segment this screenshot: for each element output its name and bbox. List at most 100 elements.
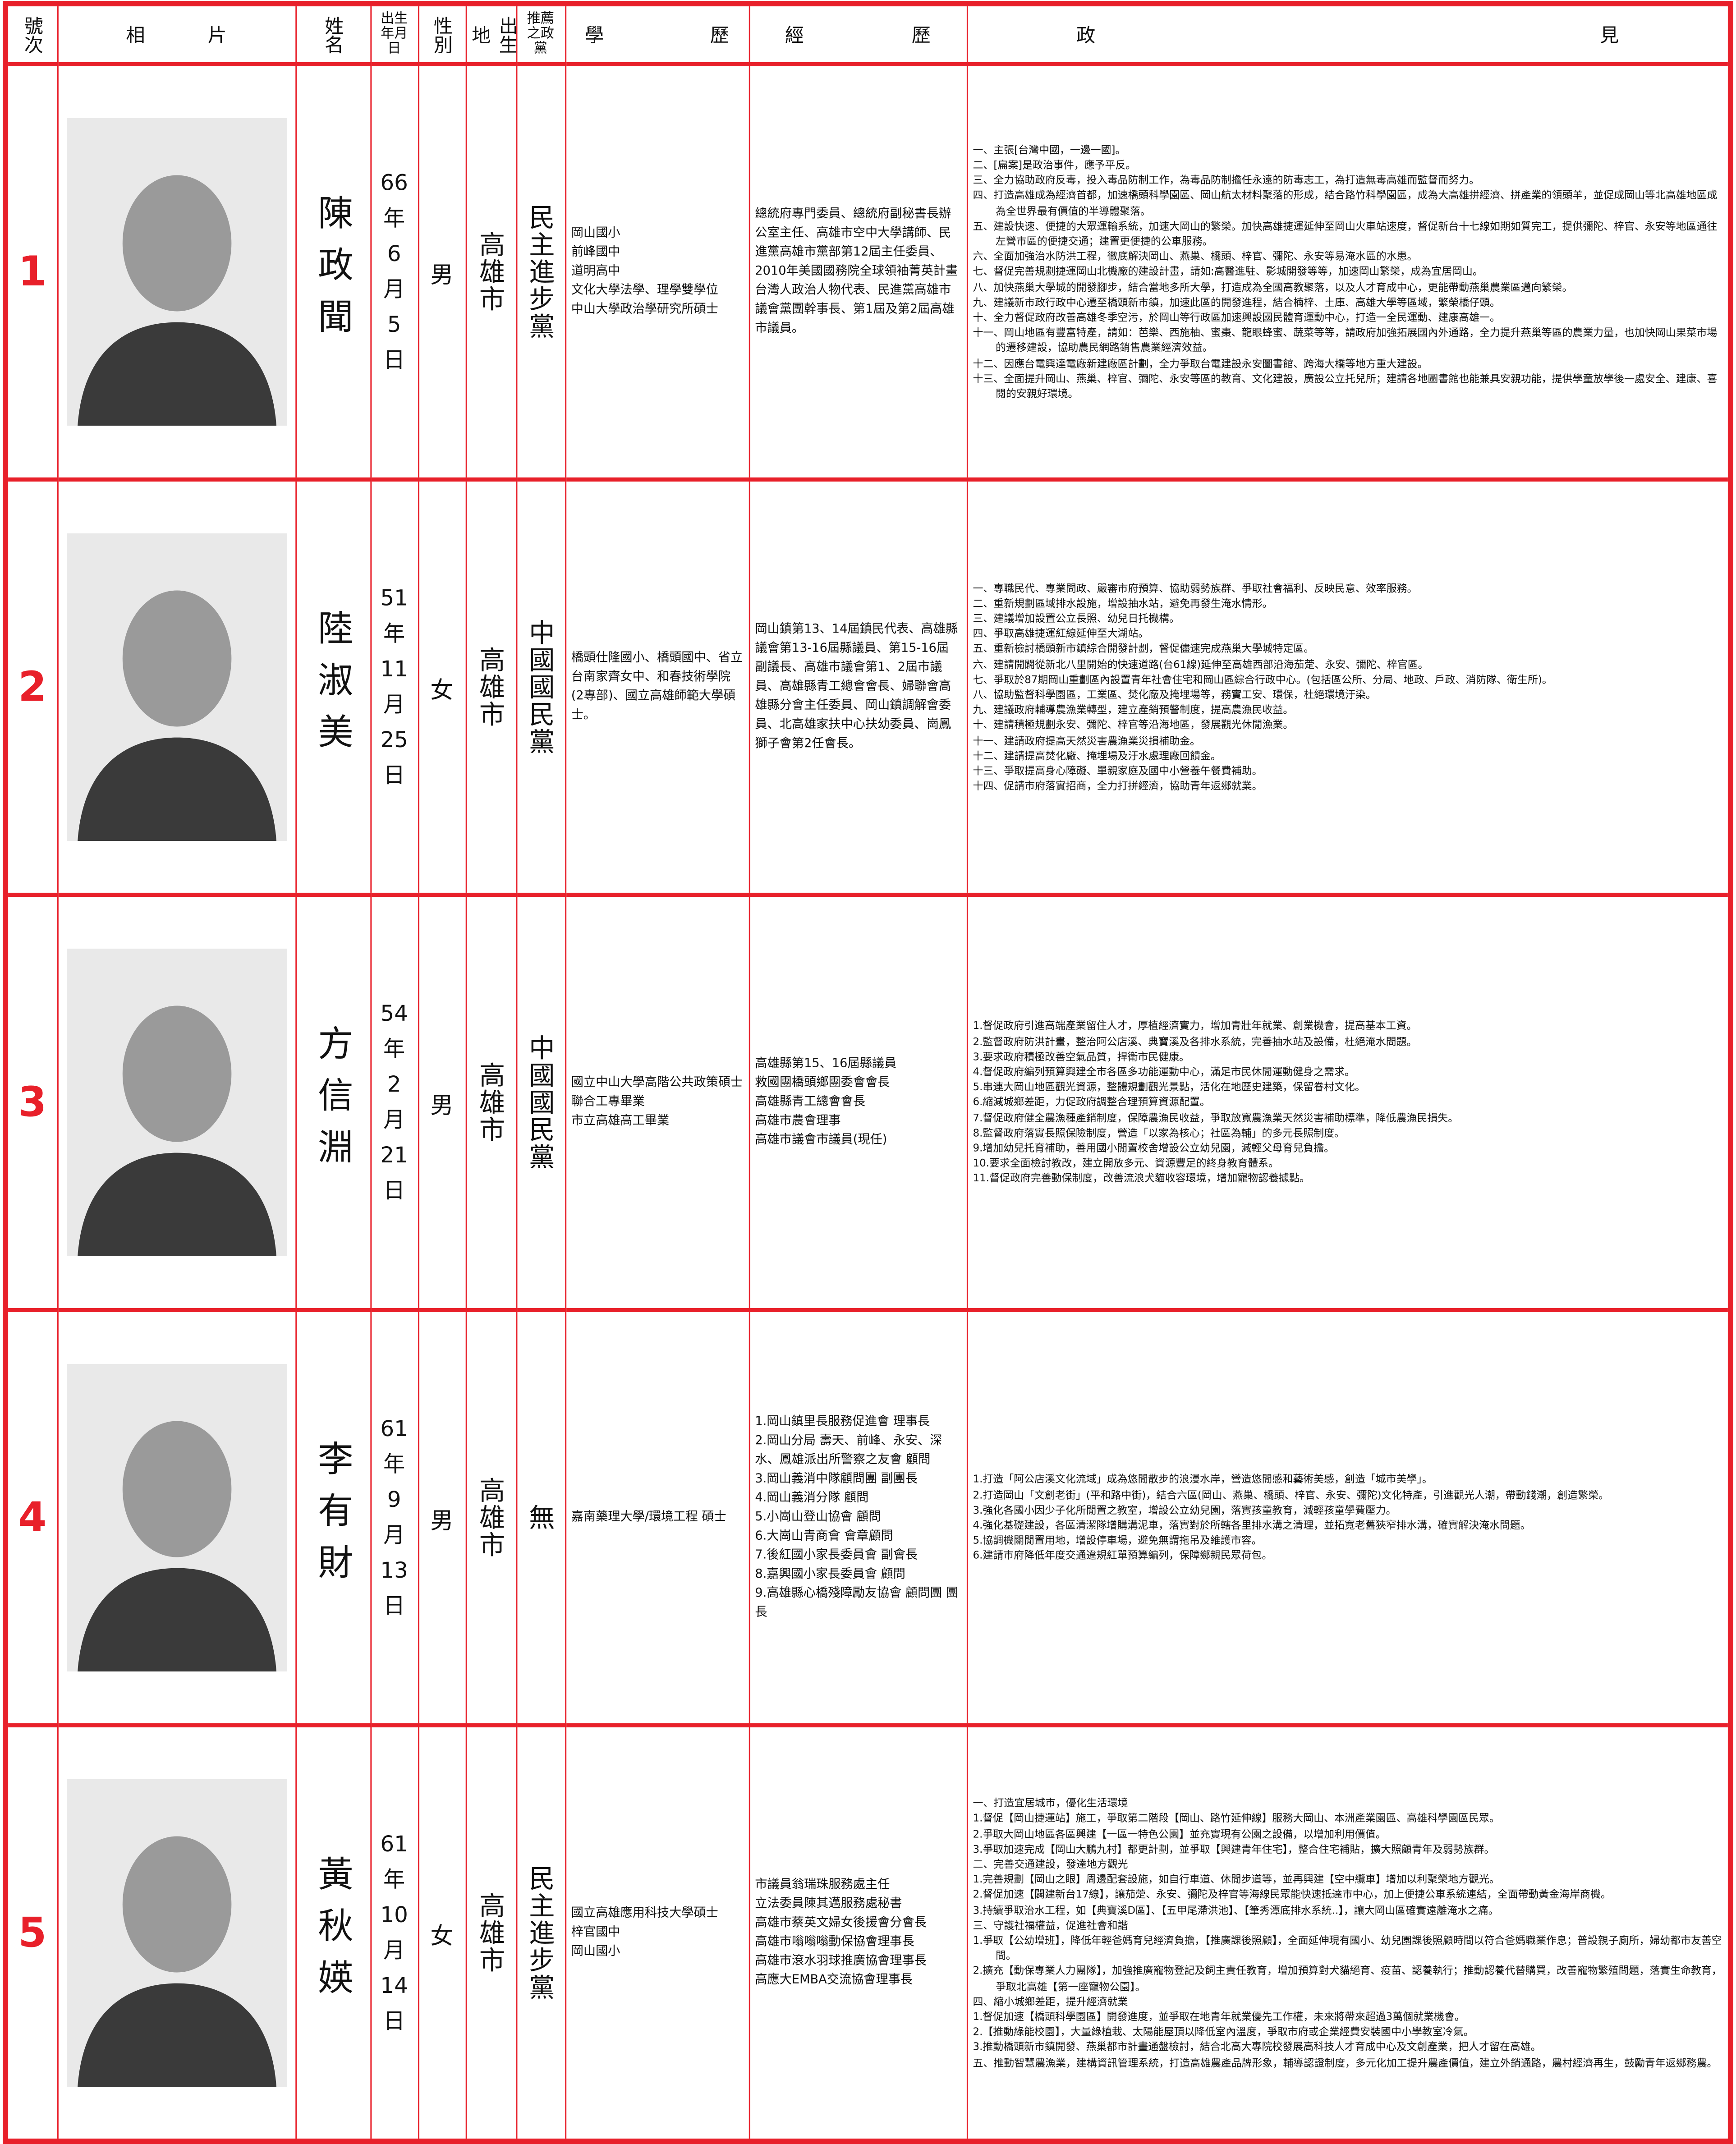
experience: 高雄縣第15、16屆縣議員 救國團橋頭鄉團委會會長 高雄縣青工總會會長 高雄市農會理事… (749, 1055, 965, 1150)
birth-cell: 51 年 11 月 25 日 (370, 479, 419, 897)
party-cell: 無 (516, 1310, 566, 1727)
header-label: 姓名 (322, 15, 344, 54)
birth-cell: 54 年 2 月 21 日 (370, 895, 419, 1312)
education-line: 道明高中 (571, 265, 620, 279)
platform-item: 三、建議增加設置公立長照、幼兒日托機構。 (973, 612, 1180, 624)
gender: 男 (430, 262, 454, 289)
platform-item: 八、加快燕巢大學城的開發腳步，結合當地多所大學，打造成為全國高教聚落，以及人才育… (973, 280, 1573, 294)
name-cell: 陸淑美 (295, 479, 371, 897)
header-label: 相片 (126, 24, 227, 47)
platform-item: 九、建議新市政行政中心遷至橋頭新市鎮，加速此區的開發進程，結合楠梓、土庫、高雄大… (973, 296, 1500, 308)
photo-cell (57, 1725, 296, 2144)
experience-cell: 岡山鎮第13、14屆鎮民代表、高雄縣議會第13-16屆縣議員、第15-16屆副議… (749, 479, 968, 897)
birthplace-cell: 高雄市 (465, 1725, 517, 2144)
platform-item: 5.串連大岡山地區觀光資源，整體規劃觀光景點，活化在地歷史建築，保留眷村文化。 (973, 1081, 1365, 1093)
birth-part: 月 (383, 275, 405, 302)
education: 國立高雄應用科技大學碩士 梓官國中 岡山國小 (566, 1905, 748, 1962)
birth-part: 年 (383, 1451, 405, 1477)
education-cell: 嘉南藥理大學/環境工程 碩士 (565, 1310, 750, 1727)
platform-item: 十一、建請政府提高天然災害農漁業災損補助金。 (973, 734, 1200, 747)
birthplace: 高雄市 (475, 1061, 505, 1143)
experience: 1.岡山鎮里長服務促進會 理事長 2.岡山分局 壽天、前峰、永安、深水、鳳雄派出所… (749, 1413, 965, 1622)
header-label: 政見 (1076, 24, 1619, 47)
header-cell: 相片 (57, 4, 296, 66)
platform: 1.打造「阿公店溪文化流域」成為悠閒散步的浪漫水岸，營造悠閒感和藝術美感，創造「… (967, 1472, 1727, 1563)
birth-part: 月 (383, 1106, 405, 1133)
header-cell: 號次 (5, 4, 58, 66)
birth-part: 61 (380, 1415, 408, 1442)
birth-part: 年 (383, 1035, 405, 1062)
platform-item: 2.擴充【動保專業人力團隊】，加強推廣寵物登記及飼主責任教育，增加預算對犬貓絕育… (973, 1965, 1722, 1992)
platform-item: 11.督促政府完善動保制度，改善流浪犬貓收容環境，增加寵物認養據點。 (973, 1172, 1310, 1185)
experience-line: 高雄縣青工總會會長 (755, 1095, 866, 1110)
birth-part: 14 (380, 1972, 408, 1998)
education-cell: 國立高雄應用科技大學碩士 梓官國中 岡山國小 (565, 1725, 750, 2144)
birth-date: 61 年 9 月 13 日 (371, 1411, 417, 1624)
platform-item: 2.監督政府防洪計畫，整治阿公店溪、典寶溪及各排水系統，完善抽水站及設備，杜絕淹… (973, 1035, 1417, 1047)
name-cell: 陳政聞 (295, 64, 371, 482)
experience-line: 5.小崗山登山協會 顧問 (755, 1510, 881, 1525)
experience-line: 高雄市滾水羽球推廣協會理事長 (755, 1955, 927, 1969)
header-cell: 經歷 (749, 4, 968, 66)
experience: 總統府專門委員、總統府副秘書長辦公室主任、高雄市空中大學講師、民進黨高雄市黨部第… (749, 205, 965, 339)
platform-item: 五、推動智慧農漁業，建構資訊管理系統，打造高雄農產品牌形象，輔導認證制度，多元化… (973, 2056, 1718, 2069)
header-label: 學歷 (584, 24, 729, 47)
birthplace: 高雄市 (475, 646, 505, 728)
platform-item: 7.督促政府健全農漁種產銷制度，保障農漁民收益，爭取放寬農漁業天然災害補助標準，… (973, 1111, 1459, 1124)
gender: 女 (430, 677, 454, 704)
candidate-name: 李有財 (312, 1440, 353, 1596)
birth-part: 61 (380, 1831, 408, 1857)
platform-item: 九、建議政府輔導農漁業轉型，建立產銷預警制度，提高農漁民收益。 (973, 703, 1294, 716)
party: 中國國民黨 (525, 619, 555, 755)
experience-line: 市議員翁瑞珠服務處主任 (755, 1878, 890, 1892)
education-line: 梓官國中 (571, 1926, 620, 1940)
header-cell: 出生年月日 (370, 4, 419, 66)
experience-line: 高應大EMBA交流協會理事長 (755, 1974, 913, 1988)
platform-item: 2.【推動綠能校園】，大量綠植栽、太陽能屋頂以降低室內溫度，爭取市府或企業經費安… (973, 2025, 1474, 2038)
experience: 市議員翁瑞珠服務處主任 立法委員陳其邁服務處秘書 高雄市蔡英文婦女後援會分會長 高雄市… (749, 1876, 965, 1990)
birth-cell: 61 年 10 月 14 日 (370, 1725, 419, 2144)
birth-part: 51 (380, 585, 408, 611)
candidate-number: 4 (18, 1494, 47, 1542)
platform-item: 六、全面加強治水防洪工程，徹底解決岡山、燕巢、橋頭、梓官、彌陀、永安等易淹水區的… (973, 250, 1418, 263)
platform-item: 3.要求政府積極改善空氣品質，捍衛市民健康。 (973, 1050, 1189, 1063)
header-row: 號次 相片 姓名 出生年月日 性別 出生地 推薦之政黨 學歷 經歷 政見 (5, 4, 1731, 66)
header-label: 出生年月日 (380, 12, 408, 57)
birth-part: 日 (383, 762, 405, 788)
candidate-name: 陸淑美 (312, 609, 353, 765)
photo-cell (57, 479, 296, 897)
platform-item: 3.推動橋頭新市鎮開發、燕巢都市計畫通盤檢討，結合北高大專院校發展高科技人才育成… (973, 2041, 1541, 2053)
photo (66, 533, 287, 841)
birth-part: 月 (383, 1522, 405, 1548)
platform-item: 十二、因應台電興達電廠新建廠區計劃，全力爭取台電建設永安圖書館、跨海大橋等地方重… (973, 357, 1428, 370)
birth-part: 日 (383, 2008, 405, 2034)
education-line: 國立中山大學高階公共政策碩士 (571, 1076, 743, 1090)
platform-item: 6.建請市府降低年度交通違規紅單預算編列，保障鄉親民眾荷包。 (973, 1549, 1272, 1562)
birthplace-cell: 高雄市 (465, 1310, 517, 1727)
birth-part: 13 (380, 1557, 408, 1583)
gender-cell: 男 (418, 1310, 467, 1727)
education-line: 橋頭仕隆國小、橋頭國中、省立台南家齊女中、和春技術學院(2專部)、國立高雄師範大… (571, 652, 743, 723)
birth-part: 5 (387, 311, 401, 337)
photo (66, 1364, 287, 1672)
header-label: 推薦之政黨 (527, 12, 554, 57)
platform: 一、專職民代、專業問政、嚴審市府預算、協助弱勢族群、爭取社會福利、反映民意、效率… (967, 580, 1727, 794)
platform-item: 一、打造宜居城市，優化生活環境 (973, 1797, 1128, 1809)
platform: 一、主張[台灣中國，一邊一國]。 二、[扁案]是政治事件，應予平反。 三、全力協助政… (967, 142, 1727, 401)
photo (66, 118, 287, 426)
experience-cell: 高雄縣第15、16屆縣議員 救國團橋頭鄉團委會會長 高雄縣青工總會會長 高雄市農會理事… (749, 895, 968, 1312)
platform-item: 1.完善規劃【岡山之眼】周邊配套設施，如自行車道、休閒步道等，並再興建【空中纜車… (973, 1873, 1500, 1886)
experience: 岡山鎮第13、14屆鎮民代表、高雄縣議會第13-16屆縣議員、第15-16屆副議… (749, 620, 965, 754)
platform-item: 十二、建請提高焚化廠、掩埋場及汙水處理廠回饋金。 (973, 749, 1221, 762)
experience-cell: 1.岡山鎮里長服務促進會 理事長 2.岡山分局 壽天、前峰、永安、深水、鳳雄派出所… (749, 1310, 968, 1727)
platform-item: 六、建請開闢從新北八里開始的快速道路(台61線)延伸至高雄西部沿海茄萣、永安、彌… (973, 658, 1428, 670)
birth-part: 年 (383, 1866, 405, 1892)
photo-cell (57, 895, 296, 1312)
platform-item: 三、全力協助政府反毒，投入毒品防制工作，為毒品防制擔任永遠的防毒志工，為打造無毒… (973, 174, 1480, 187)
birthplace: 高雄市 (475, 1477, 505, 1559)
birth-part: 日 (383, 1593, 405, 1619)
education-line: 嘉南藥理大學/環境工程 碩士 (571, 1510, 726, 1525)
birth-date: 66 年 6 月 5 日 (371, 165, 417, 378)
experience-line: 總統府專門委員、總統府副秘書長辦公室主任、高雄市空中大學講師、民進黨高雄市黨部第… (755, 207, 958, 336)
